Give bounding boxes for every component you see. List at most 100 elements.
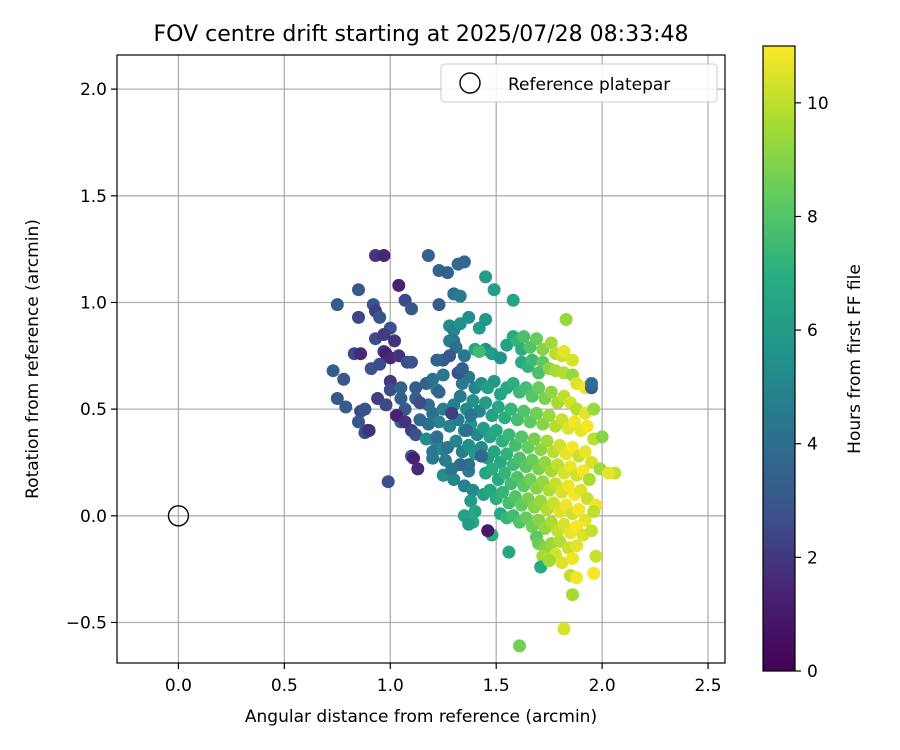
scatter-point [566,552,579,565]
legend-marker [459,72,481,94]
scatter-point [398,415,412,429]
scatter-point [582,473,596,486]
scatter-point [506,293,520,307]
scatter-point [449,434,463,448]
scatter-point [493,351,507,365]
scatter-point [578,445,592,459]
scatter-point [377,328,391,341]
scatter-point [557,622,571,636]
scatter-point [530,332,543,346]
scatter-point [407,451,421,465]
scatter-point [542,409,556,422]
scatter-point [566,588,579,602]
scatter-point [487,283,501,297]
scatter-point [479,396,493,410]
scatter-point [330,392,344,405]
scatter-point [585,524,598,538]
y-tick-label: 1.0 [80,293,107,313]
scatter-point [373,357,387,371]
colorbar-gradient [762,45,796,672]
scatter-point [498,466,512,480]
scatter-point [394,392,408,405]
scatter-point [413,413,427,427]
scatter-point [430,353,444,367]
scatter-point [430,430,444,444]
scatter-point [394,381,408,395]
scatter-point [559,313,573,326]
scatter-point [587,402,601,416]
scatter-point [530,406,543,420]
scatter-point [464,494,478,508]
scatter-point [589,549,603,563]
colorbar-tick-label: 8 [807,207,818,227]
scatter-point [468,505,482,518]
scatter-point [441,266,454,280]
legend-entry: Reference platepar [508,75,670,95]
scatter-point [339,400,353,414]
scatter-point [426,372,440,386]
scatter-point [432,385,446,399]
scatter-point [462,517,476,531]
scatter-point [466,394,480,408]
scatter-point [500,447,514,461]
scatter-point [502,545,516,559]
scatter-point [392,278,406,292]
scatter-point [445,462,459,476]
scatter-point [491,400,505,414]
x-tick-label: 0.0 [165,676,192,696]
scatter-point [517,330,531,344]
scatter-point [485,462,499,476]
grid [117,55,725,663]
scatter-point [457,349,471,363]
x-tick-label: 2.0 [589,676,616,696]
scatter-point [436,368,450,382]
colorbar-tick-label: 10 [807,94,829,114]
scatter-point [595,430,609,444]
colorbar-label: Hours from first FF file [845,264,865,454]
scatter-point [587,566,601,580]
scatter-point [570,571,584,585]
scatter-point [462,310,476,324]
scatter-point [432,415,446,429]
plot-frame [116,54,726,664]
scatter-point [544,385,558,399]
scatter-point [362,424,376,437]
y-tick-label: 1.5 [80,187,107,207]
scatter-point [405,302,418,316]
colorbar-ticks: 0 2 4 6 8 10 [795,94,829,682]
x-tick-label: 1.0 [377,676,404,696]
scatter-point [377,249,391,262]
scatter-point [474,449,488,463]
scatter-point [479,313,493,326]
scatter-point [453,389,467,403]
scatter-point [555,556,569,570]
scatter-point [525,353,539,367]
scatter-point [381,475,395,489]
x-axis-ticks: 0.0 0.5 1.0 1.5 2.0 2.5 [165,663,722,696]
plot-area: 0.0 0.5 1.0 1.5 2.0 2.5 −0.5 0.0 0.5 1.0 1.5 2.0 [66,54,726,696]
scatter-point [504,402,518,416]
x-tick-label: 1.5 [483,676,510,696]
scatter-point [383,383,397,397]
scatter-point [379,398,393,412]
scatter-point [352,415,365,429]
scatter-point [472,345,486,358]
scatter-point [460,424,473,437]
scatter-point [502,428,516,442]
scatter-point [330,298,344,312]
scatter-point [481,524,495,538]
scatter-point [580,419,594,433]
legend-box [440,63,718,103]
colorbar-tick-label: 2 [807,548,818,568]
scatter-point [352,310,365,324]
scatter-point [413,396,427,410]
scatter-point [445,406,459,420]
scatter-point [513,639,526,653]
scatter-point [405,355,418,369]
scatter-point [352,283,365,297]
scatter-point [496,485,510,499]
scatter-point [527,432,541,446]
scatter-point [354,347,368,361]
scatter-point [373,310,387,324]
scatter-point [532,366,546,380]
